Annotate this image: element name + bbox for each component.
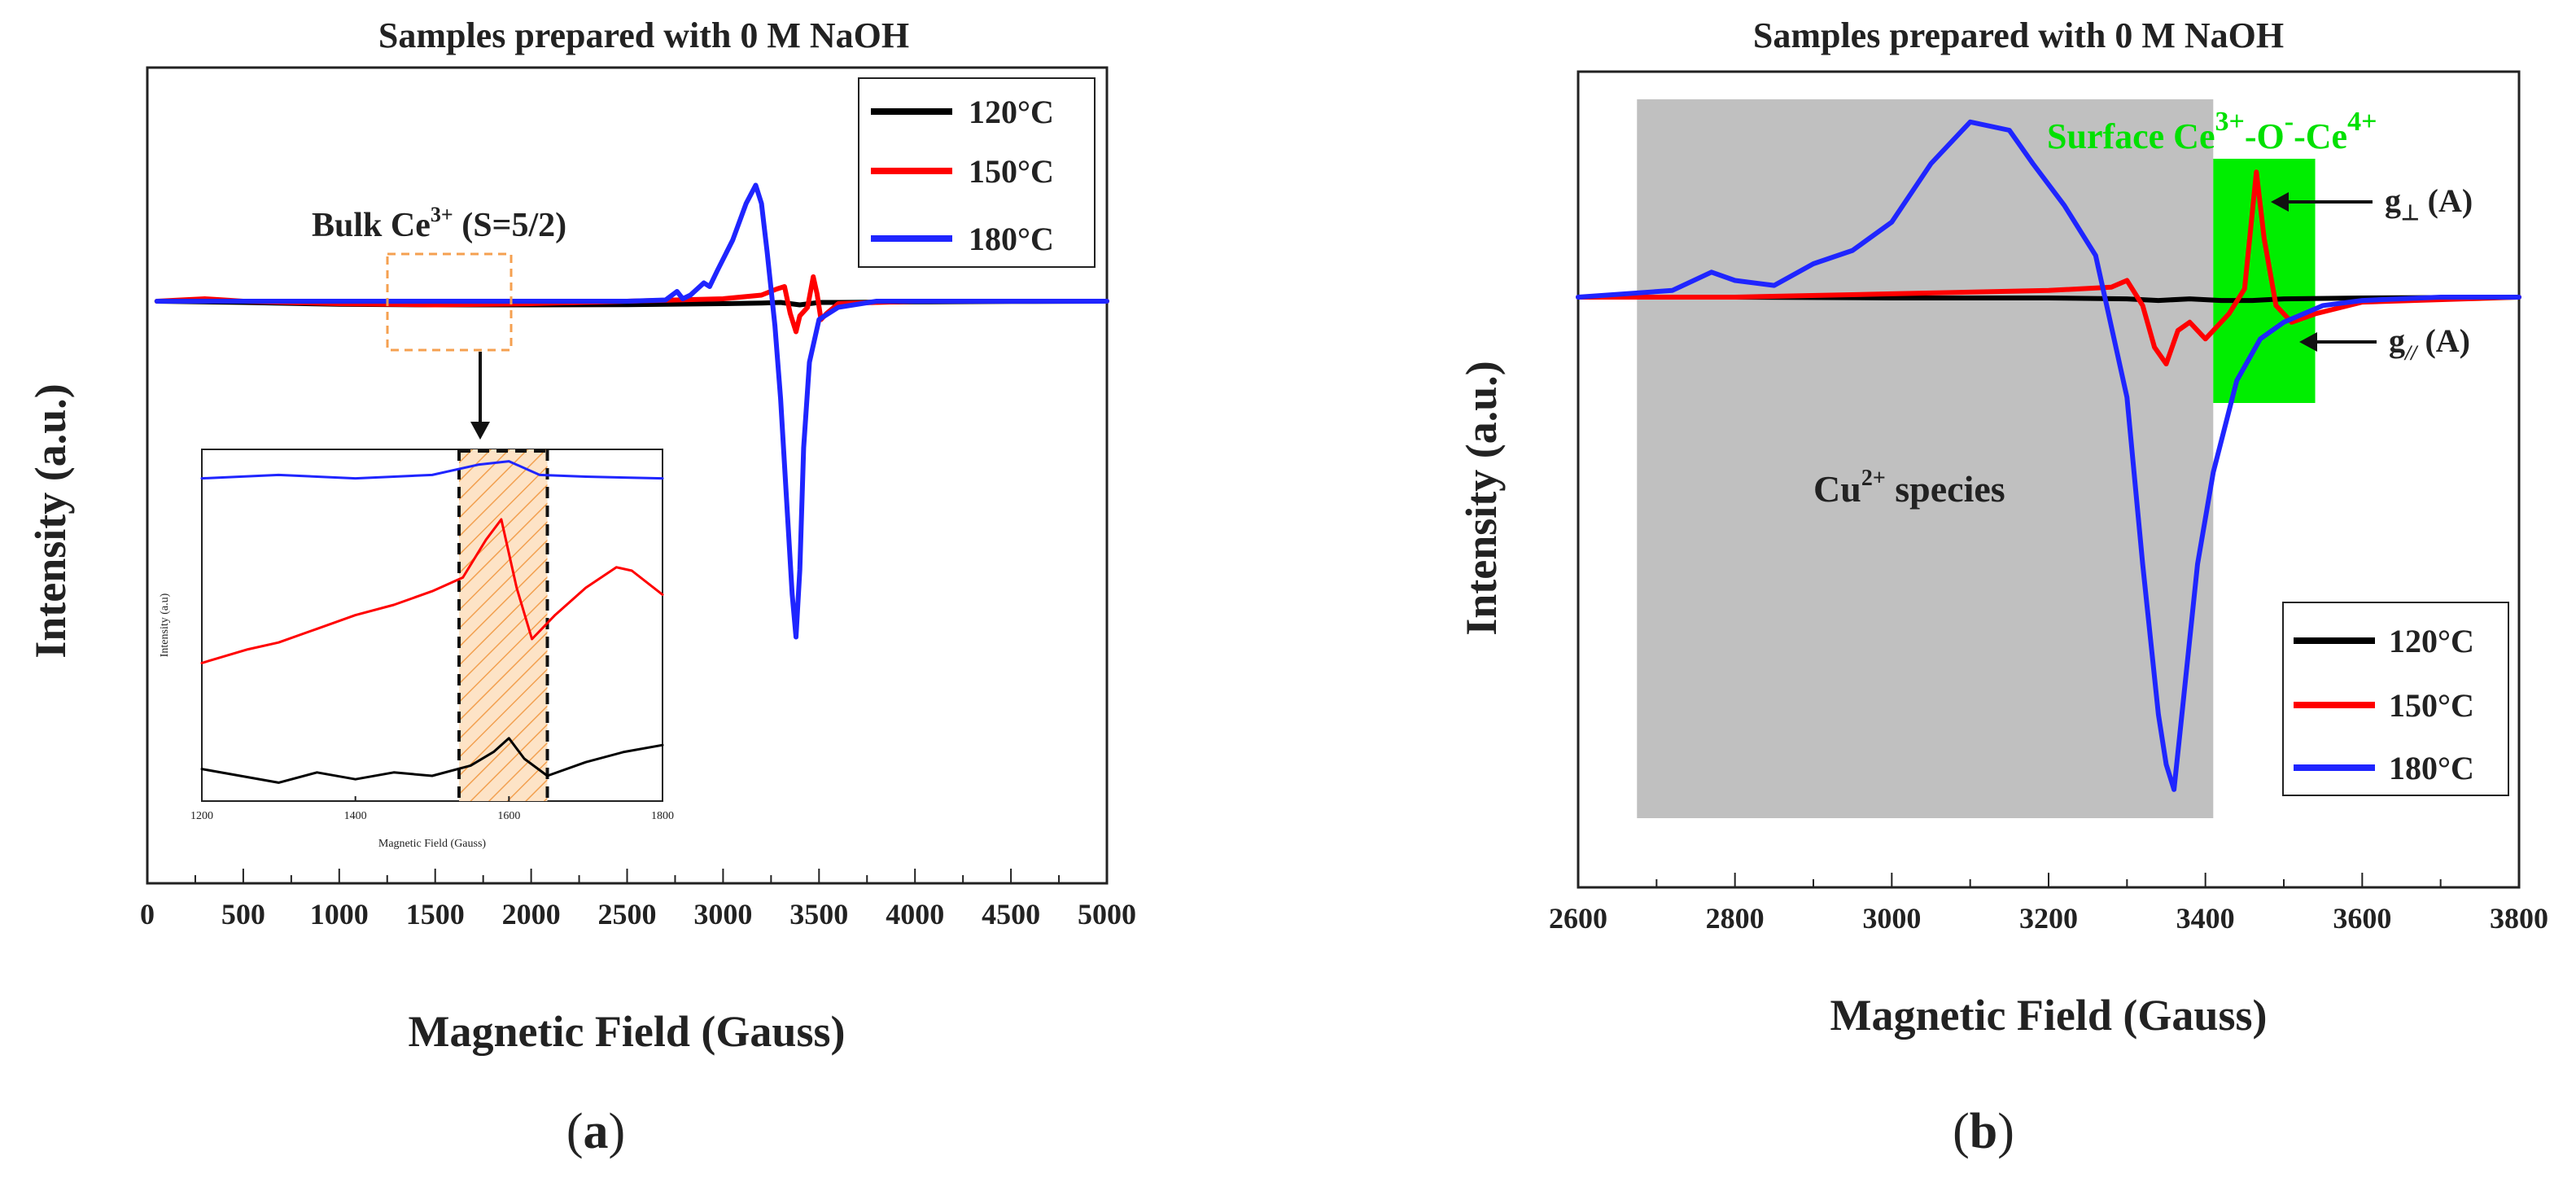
inset-y-label: Intensity (a.u) bbox=[159, 593, 171, 657]
panel-a-x-tick-label-2500: 2500 bbox=[598, 898, 657, 931]
panel-b-x-tick-label-3200: 3200 bbox=[2019, 902, 2078, 935]
inset-frame bbox=[201, 449, 663, 802]
inset-series-120C bbox=[200, 737, 664, 784]
panel-b-x-tick-label-3800: 3800 bbox=[2490, 902, 2548, 935]
bulk-highlight-box bbox=[386, 252, 513, 352]
g-perp-arrow-head bbox=[2271, 192, 2289, 212]
panel-a-x-tick-label-2000: 2000 bbox=[502, 898, 561, 931]
panel-a-x-tick-label-4500: 4500 bbox=[982, 898, 1040, 931]
panel-a-series bbox=[154, 182, 1109, 640]
panel-b-x-tick-label-3400: 3400 bbox=[2176, 902, 2235, 935]
legend-a-label-180: 180°C bbox=[969, 221, 1054, 257]
inset-x-tick-label-1800: 1800 bbox=[651, 810, 674, 822]
inset-x-tick-label-1600: 1600 bbox=[497, 810, 520, 822]
panel-b-regions bbox=[1637, 99, 2316, 818]
legend-a-label-150: 150°C bbox=[969, 153, 1054, 190]
panel-b-region-cuspecies bbox=[1637, 99, 2214, 818]
inset-x-tick-label-1400: 1400 bbox=[344, 810, 367, 822]
panel-b-series-150C bbox=[1576, 169, 2521, 366]
g-perp-label: g⊥ (A) bbox=[2385, 182, 2473, 225]
panel-a-title: Samples prepared with 0 M NaOH bbox=[378, 15, 909, 55]
panel-a-legend: 120°C 150°C 180°C bbox=[858, 77, 1096, 268]
inset-highlight bbox=[457, 449, 549, 801]
panel-a-y-label: Intensity (a.u.) bbox=[26, 383, 75, 659]
panel-b-series-120C bbox=[1576, 295, 2521, 304]
panel-b-title: Samples prepared with 0 M NaOH bbox=[1753, 15, 2284, 55]
inset: 1200 1400 1600 1800 Magnetic Field (Gauss) … bbox=[159, 449, 674, 850]
panel-a-x-tick-label-3500: 3500 bbox=[789, 898, 848, 931]
inset-series bbox=[200, 460, 664, 784]
panel-a-x-tick-label-0: 0 bbox=[140, 898, 155, 931]
panel-a-x-axis: 0 500 1000 1500 2000 2500 3000 3500 4000 4500 5000 bbox=[140, 869, 1136, 931]
inset-x-tick-label-1200: 1200 bbox=[190, 810, 213, 822]
panel-b-series bbox=[1576, 119, 2521, 792]
panel-a: Samples prepared with 0 M NaOH 0 500 1000 1… bbox=[26, 15, 1136, 1159]
panel-a-series-180C bbox=[154, 182, 1109, 640]
panel-b-x-label: Magnetic Field (Gauss) bbox=[1830, 991, 2268, 1040]
panel-a-x-tick-label-1000: 1000 bbox=[310, 898, 369, 931]
panel-b-x-tick-label-2800: 2800 bbox=[1706, 902, 1765, 935]
caption-a: (a) bbox=[566, 1104, 625, 1159]
panel-b-legend: 120°C 150°C 180°C bbox=[2282, 602, 2509, 796]
panel-a-x-tick-label-5000: 5000 bbox=[1078, 898, 1136, 931]
panel-a-x-label: Magnetic Field (Gauss) bbox=[409, 1007, 846, 1056]
cu-species-label: Cu2+ species bbox=[1813, 466, 2005, 510]
g-par-arrow-head bbox=[2299, 332, 2317, 352]
legend-a-label-120: 120°C bbox=[969, 94, 1054, 130]
inset-series-180C bbox=[200, 460, 664, 480]
inset-x-label: Magnetic Field (Gauss) bbox=[378, 838, 487, 850]
inset-arrow-head bbox=[470, 422, 490, 440]
inset-highlight-band bbox=[459, 449, 548, 801]
legend-b-label-120: 120°C bbox=[2389, 623, 2474, 659]
panel-b-region-surface bbox=[2213, 159, 2316, 403]
panel-b-x-tick-label-2600: 2600 bbox=[1549, 902, 1607, 935]
panel-b-series-180C bbox=[1576, 119, 2521, 792]
legend-b-label-180: 180°C bbox=[2389, 750, 2474, 786]
panel-b-x-tick-label-3600: 3600 bbox=[2333, 902, 2391, 935]
bulk-ce-label: Bulk Ce3+ (S=5/2) bbox=[312, 203, 566, 244]
panel-a-x-tick-label-4000: 4000 bbox=[886, 898, 944, 931]
panel-b-x-tick-label-3000: 3000 bbox=[1862, 902, 1921, 935]
surface-label: Surface Ce3+-O--Ce4+ bbox=[2047, 107, 2377, 156]
panel-b-y-label: Intensity (a.u.) bbox=[1457, 361, 1506, 636]
panel-a-x-tick-label-3000: 3000 bbox=[693, 898, 752, 931]
panel-b-legend-box bbox=[2282, 602, 2509, 796]
caption-b: (b) bbox=[1953, 1104, 2014, 1159]
panel-b: Samples prepared with 0 M NaOH 2600 2800 3… bbox=[1457, 15, 2548, 1159]
panel-b-x-axis: 2600 2800 3000 3200 3400 3600 3800 bbox=[1549, 873, 2548, 935]
inset-series-150C bbox=[200, 518, 664, 664]
g-par-label: g// (A) bbox=[2389, 322, 2470, 365]
inset-x-axis: 1200 1400 1600 1800 bbox=[190, 796, 674, 822]
panel-a-x-tick-label-1500: 1500 bbox=[406, 898, 465, 931]
legend-b-label-150: 150°C bbox=[2389, 687, 2474, 724]
panel-a-x-tick-label-500: 500 bbox=[221, 898, 265, 931]
